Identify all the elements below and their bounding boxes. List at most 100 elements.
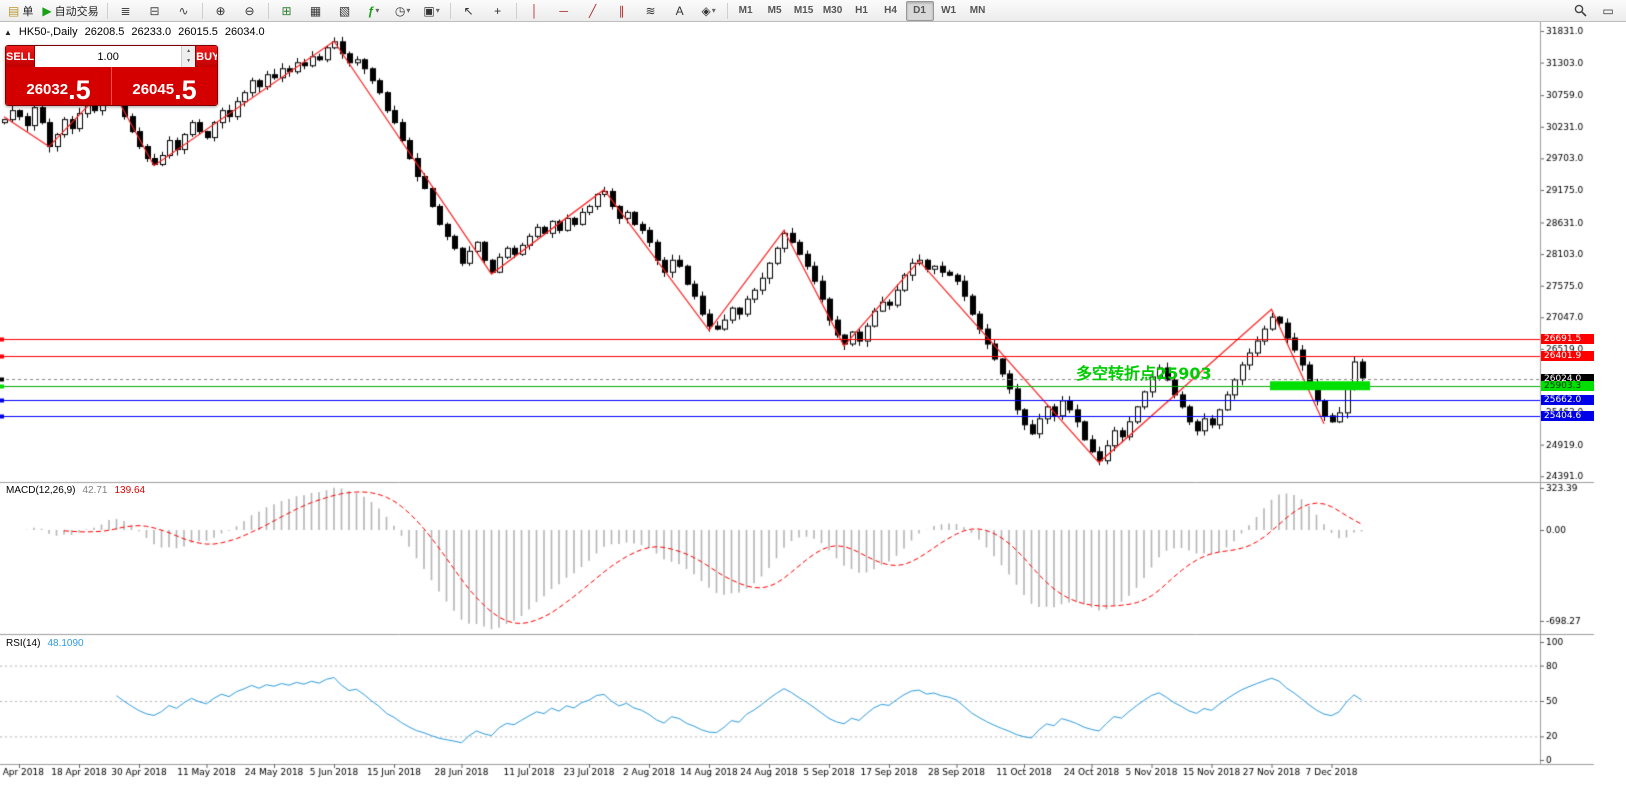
arrange-icon: ▧	[338, 3, 351, 18]
sell-price-main: 26032	[26, 81, 69, 98]
cursor-button[interactable]: ↖	[455, 1, 483, 21]
indicator-icon: ƒ	[367, 3, 375, 18]
toolbar-separator	[106, 2, 108, 19]
periods-button[interactable]: ◷ ▾	[389, 1, 417, 21]
bars-icon: ≣	[120, 3, 131, 18]
zoom-in-icon: ⊕	[215, 3, 226, 18]
arrows-button[interactable]: ◈ ▾	[695, 1, 723, 21]
auto-trading-button[interactable]: ▶ 自动交易	[38, 1, 102, 21]
line-icon: ∿	[178, 3, 189, 18]
shapes-icon: ◈	[701, 3, 711, 18]
volume-spinner: ▲ ▼	[181, 46, 196, 67]
low-value: 26015.5	[178, 26, 218, 38]
rsi-indicator-label: RSI(14) 48.1090	[6, 638, 84, 649]
sell-price[interactable]: 26032 .5	[6, 67, 111, 105]
text-icon: A	[675, 3, 684, 18]
crosshair-icon: +	[494, 3, 502, 18]
channel-icon: ∥	[618, 3, 625, 18]
hline-icon: ─	[559, 3, 568, 18]
sell-price-frac: .5	[68, 75, 91, 106]
timeframe-h1-button[interactable]: H1	[855, 5, 868, 16]
chart-ohlc-header: ▲ HK50-,Daily 26208.5 26233.0 26015.5 26…	[4, 26, 265, 38]
price-line-badge: 26024.0	[1541, 373, 1594, 384]
indicators-button[interactable]: ƒ ▾	[360, 1, 388, 21]
toolbar-separator	[515, 2, 517, 19]
timeframe-m30-button[interactable]: M30	[822, 5, 843, 16]
horizontal-line-button[interactable]: ─	[550, 1, 578, 21]
chart-canvas[interactable]	[0, 22, 1626, 782]
vline-icon: │	[530, 3, 539, 18]
price-line-badge: 25903.3	[1541, 380, 1594, 391]
text-label-button[interactable]: A	[666, 1, 694, 21]
equidistant-channel-button[interactable]: ∥	[608, 1, 636, 21]
timeframe-h4-button[interactable]: H4	[884, 5, 897, 16]
volume-decrease-button[interactable]: ▼	[182, 56, 196, 67]
timeframe-m1-button[interactable]: M1	[738, 5, 753, 16]
vertical-line-button[interactable]: │	[521, 1, 549, 21]
data-window-button[interactable]: ▭	[1594, 1, 1622, 21]
timeframe-m15-button[interactable]: M15	[793, 5, 814, 16]
macd-main-value: 42.71	[82, 485, 108, 496]
symbol-search-button[interactable]	[1566, 1, 1594, 21]
zoom-out-icon: ⊖	[244, 3, 255, 18]
search-icon	[1574, 4, 1587, 17]
main-toolbar: ▤ 单 ▶ 自动交易 ≣ ⊟ ∿ ⊕ ⊖ ⊞ ▦ ▧ ƒ ▾ ◷ ▾ ▣ ▾ ↖ + │ ─ ╱ ∥ ≋ A ◈ ▾ M1 M5 M15 M3…	[0, 0, 1626, 22]
line-chart-button[interactable]: ∿	[170, 1, 198, 21]
arrange-windows-button[interactable]: ▧	[331, 1, 359, 21]
chevron-down-icon: ▾	[406, 6, 411, 15]
play-icon: ▶	[42, 3, 52, 18]
bar-chart-button[interactable]: ≣	[112, 1, 140, 21]
chevron-down-icon: ▾	[435, 6, 440, 15]
cascade-icon: ▦	[309, 3, 322, 18]
timeframe-mn-button[interactable]: MN	[969, 5, 986, 16]
one-click-trading-toggle[interactable]: ▲	[4, 27, 12, 37]
toolbar-separator	[726, 2, 728, 19]
template-icon: ▣	[423, 3, 435, 18]
open-value: 26208.5	[84, 26, 125, 38]
one-click-trading-panel: SELL ▲ ▼ BUY 26032 .5 26045 .5	[5, 45, 218, 106]
timeframe-m5-button[interactable]: M5	[767, 5, 782, 16]
macd-indicator-label: MACD(12,26,9) 42.71 139.64	[6, 485, 145, 496]
timeframe-w1-button[interactable]: W1	[941, 5, 957, 16]
timeframe-d1-button[interactable]: D1	[905, 0, 934, 21]
close-value: 26034.0	[224, 26, 265, 38]
macd-name: MACD(12,26,9)	[6, 485, 76, 496]
crosshair-button[interactable]: +	[484, 1, 512, 21]
price-line-badge: 26691.5	[1541, 333, 1594, 344]
auto-trading-button-label: 自动交易	[54, 5, 99, 18]
fibonacci-button[interactable]: ≋	[637, 1, 665, 21]
symbol-period-label: HK50-,Daily	[18, 26, 78, 38]
toolbar-separator	[201, 2, 203, 19]
cursor-icon: ↖	[463, 3, 474, 18]
zoom-out-button[interactable]: ⊖	[236, 1, 264, 21]
templates-button[interactable]: ▣ ▾	[418, 1, 446, 21]
buy-price-frac: .5	[174, 75, 197, 106]
chevron-down-icon: ▾	[711, 6, 716, 15]
new-order-button[interactable]: ▤ 单	[4, 1, 37, 21]
buy-price[interactable]: 26045 .5	[111, 67, 217, 105]
buy-price-main: 26045	[132, 81, 175, 98]
volume-input[interactable]	[35, 46, 182, 67]
rsi-value: 48.1090	[47, 638, 84, 649]
new-order-button-label: 单	[22, 5, 34, 18]
doc-icon: ▤	[8, 3, 20, 18]
volume-increase-button[interactable]: ▲	[182, 46, 196, 57]
tile-windows-button[interactable]: ⊞	[273, 1, 301, 21]
grid-icon: ⊞	[281, 3, 292, 18]
toolbar-right-group: ▭	[1566, 1, 1622, 21]
toolbar-separator	[449, 2, 451, 19]
buy-button[interactable]: BUY	[195, 46, 217, 67]
clock-icon: ◷	[394, 3, 406, 18]
price-line-badge: 25662.0	[1541, 395, 1594, 406]
candlestick-chart-button[interactable]: ⊟	[141, 1, 169, 21]
candles-icon: ⊟	[149, 3, 160, 18]
macd-signal-value: 139.64	[114, 485, 146, 496]
sell-button[interactable]: SELL	[6, 46, 36, 67]
cascade-windows-button[interactable]: ▦	[302, 1, 330, 21]
zoom-in-button[interactable]: ⊕	[207, 1, 235, 21]
trendline-icon: ╱	[588, 3, 597, 18]
trendline-button[interactable]: ╱	[579, 1, 607, 21]
toolbar-separator	[267, 2, 269, 19]
high-value: 26233.0	[131, 26, 172, 38]
